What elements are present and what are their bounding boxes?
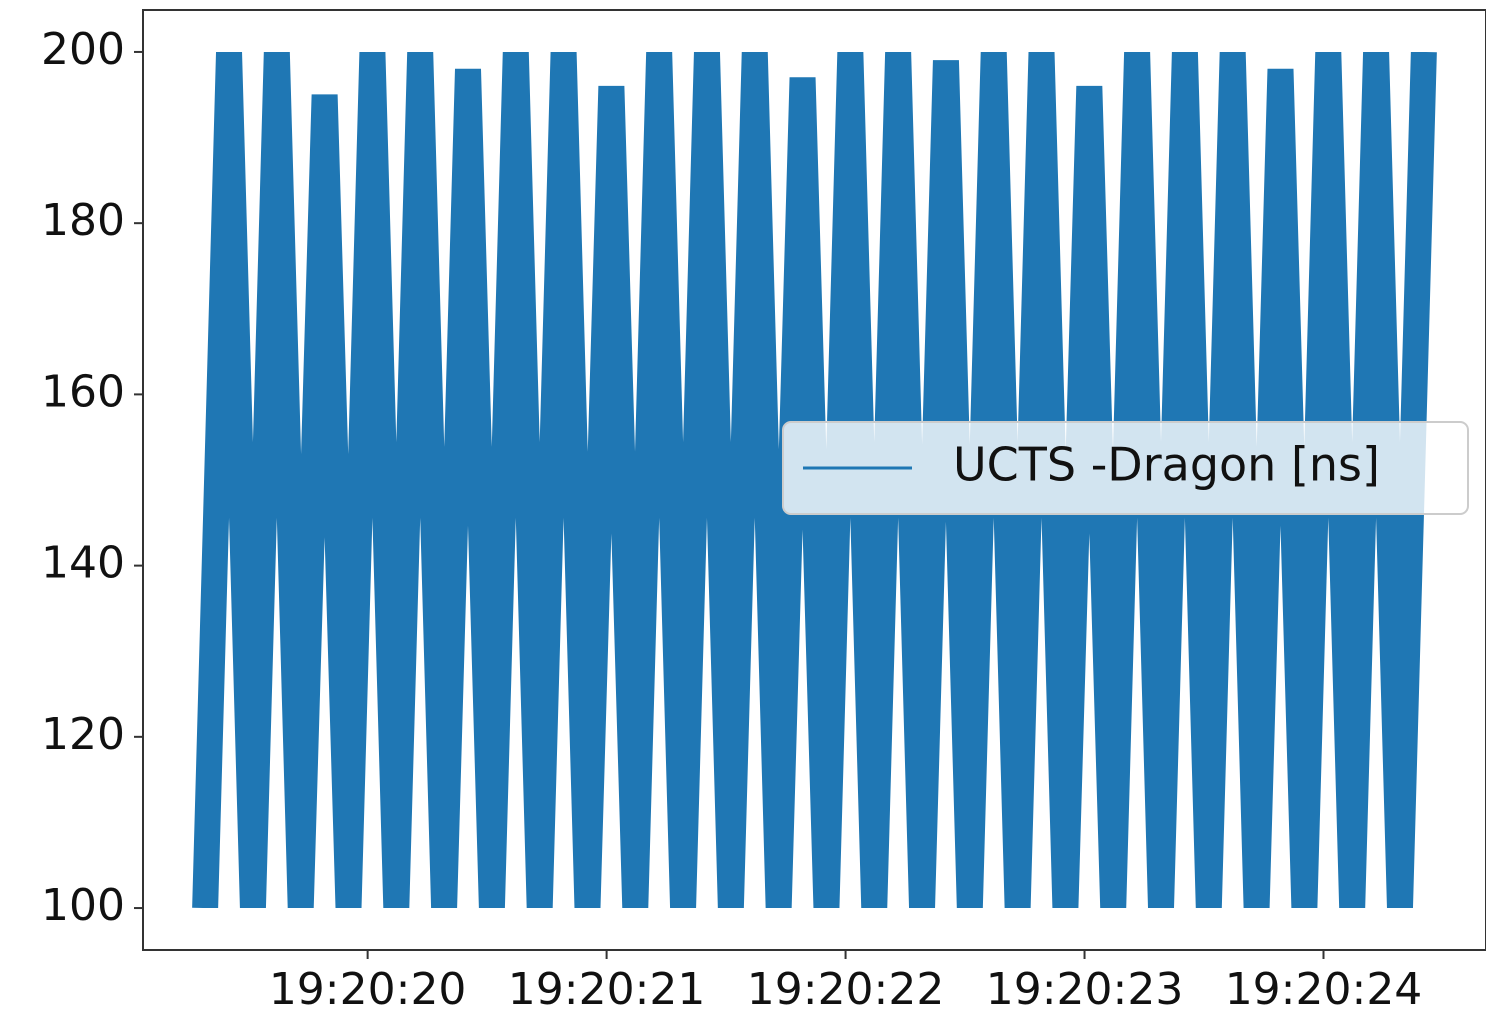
y-tick-label: 120: [41, 709, 125, 760]
axes-frame: [142, 9, 1486, 951]
x-tick-label: 19:20:22: [747, 964, 945, 1015]
legend-box: [782, 421, 1469, 515]
y-tick-label: 200: [41, 24, 125, 75]
legend-label: UCTS -Dragon [ns]: [953, 438, 1380, 492]
y-tick-label: 160: [41, 366, 125, 417]
x-tick-label: 19:20:20: [269, 964, 467, 1015]
x-tick-label: 19:20:23: [986, 964, 1184, 1015]
x-tick-label: 19:20:24: [1225, 964, 1423, 1015]
y-tick-label: 100: [41, 880, 125, 931]
x-tick-label: 19:20:21: [508, 964, 706, 1015]
legend: UCTS -Dragon [ns]: [782, 421, 1469, 515]
y-tick-label: 140: [41, 538, 125, 589]
y-tick-label: 180: [41, 195, 125, 246]
